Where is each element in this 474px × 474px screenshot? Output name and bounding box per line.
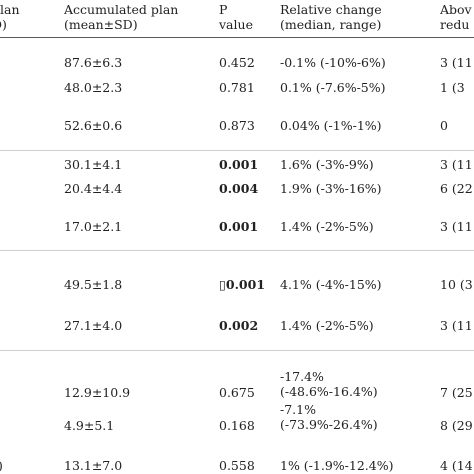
row-1-accumulated: 87.6±6.3 [64, 55, 123, 70]
row-9-p-value: 0.675 [219, 385, 255, 400]
row-1-relative: -0.1% (-10%-6%) [280, 55, 386, 70]
row-6-relative: 1.4% (-2%-5%) [280, 219, 374, 234]
row-7-above: 10 (3 [440, 277, 473, 292]
row-8-relative: 1.4% (-2%-5%) [280, 318, 374, 333]
row-4-p-value: 0.001 [219, 157, 259, 172]
row-11-accumulated: 13.1±7.0 [64, 458, 123, 473]
header-accumulated-line2: (mean±SD) [64, 17, 138, 32]
row-2-above: 1 (3 [440, 80, 465, 95]
row-5-relative: 1.9% (-3%-16%) [280, 181, 382, 196]
row-10-accumulated: 4.9±5.1 [64, 418, 115, 433]
row-3-above: 0 [440, 118, 448, 133]
row-11-p-value: 0.558 [219, 458, 255, 473]
header-relative-line1: Relative change [280, 2, 382, 17]
row-6-p-value: 0.001 [219, 219, 259, 234]
header-accumulated-line1: Accumulated plan [64, 2, 179, 17]
section-rule-3 [0, 350, 474, 351]
row-7-relative: 4.1% (-4%-15%) [280, 277, 382, 292]
row-7-accumulated: 49.5±1.8 [64, 277, 123, 292]
row-8-above: 3 (11 [440, 318, 473, 333]
header-p-line1: P [219, 2, 228, 17]
header-above-line1: Abov [440, 2, 472, 17]
section-rule-1 [0, 150, 474, 151]
section-rule-2 [0, 250, 474, 251]
header-p-line2: value [219, 17, 253, 32]
row-7-p-value: ▯0.001 [219, 277, 266, 292]
row-8-accumulated: 27.1±4.0 [64, 318, 123, 333]
row-6-above: 3 (11 [440, 219, 473, 234]
row-10-relative-line2: (-73.9%-26.4%) [280, 417, 378, 432]
row-1-above: 3 (11 [440, 55, 473, 70]
row-3-relative: 0.04% (-1%-1%) [280, 118, 382, 133]
header-above-line2: redu [440, 17, 470, 32]
row-10-p-value: 0.168 [219, 418, 255, 433]
row-2-accumulated: 48.0±2.3 [64, 80, 123, 95]
row-9-above: 7 (25 [440, 385, 473, 400]
row-9-relative-line2: (-48.6%-16.4%) [280, 384, 378, 399]
row-4-above: 3 (11 [440, 157, 473, 172]
row-10-above: 8 (29 [440, 418, 473, 433]
header-left-line2: D) [0, 17, 7, 32]
header-rule [0, 37, 474, 38]
row-5-p-value: 0.004 [219, 181, 259, 196]
row-4-relative: 1.6% (-3%-9%) [280, 157, 374, 172]
row-2-relative: 0.1% (-7.6%-5%) [280, 80, 386, 95]
row-4-accumulated: 30.1±4.1 [64, 157, 123, 172]
row-11-relative: 1% (-1.9%-12.4%) [280, 458, 394, 473]
row-9-accumulated: 12.9±10.9 [64, 385, 131, 400]
row-11-above: 4 (14 [440, 458, 473, 473]
row-8-p-value: 0.002 [219, 318, 259, 333]
row-11-left-fragment: ) [0, 458, 3, 473]
row-5-accumulated: 20.4±4.4 [64, 181, 123, 196]
row-6-accumulated: 17.0±2.1 [64, 219, 123, 234]
row-5-above: 6 (22 [440, 181, 473, 196]
header-left-line1: plan [0, 2, 20, 17]
row-10-relative-line1: -7.1% [280, 402, 316, 417]
row-9-relative-line1: -17.4% [280, 369, 324, 384]
header-relative-line2: (median, range) [280, 17, 382, 32]
row-2-p-value: 0.781 [219, 80, 255, 95]
row-3-p-value: 0.873 [219, 118, 255, 133]
row-3-accumulated: 52.6±0.6 [64, 118, 123, 133]
row-1-p-value: 0.452 [219, 55, 255, 70]
